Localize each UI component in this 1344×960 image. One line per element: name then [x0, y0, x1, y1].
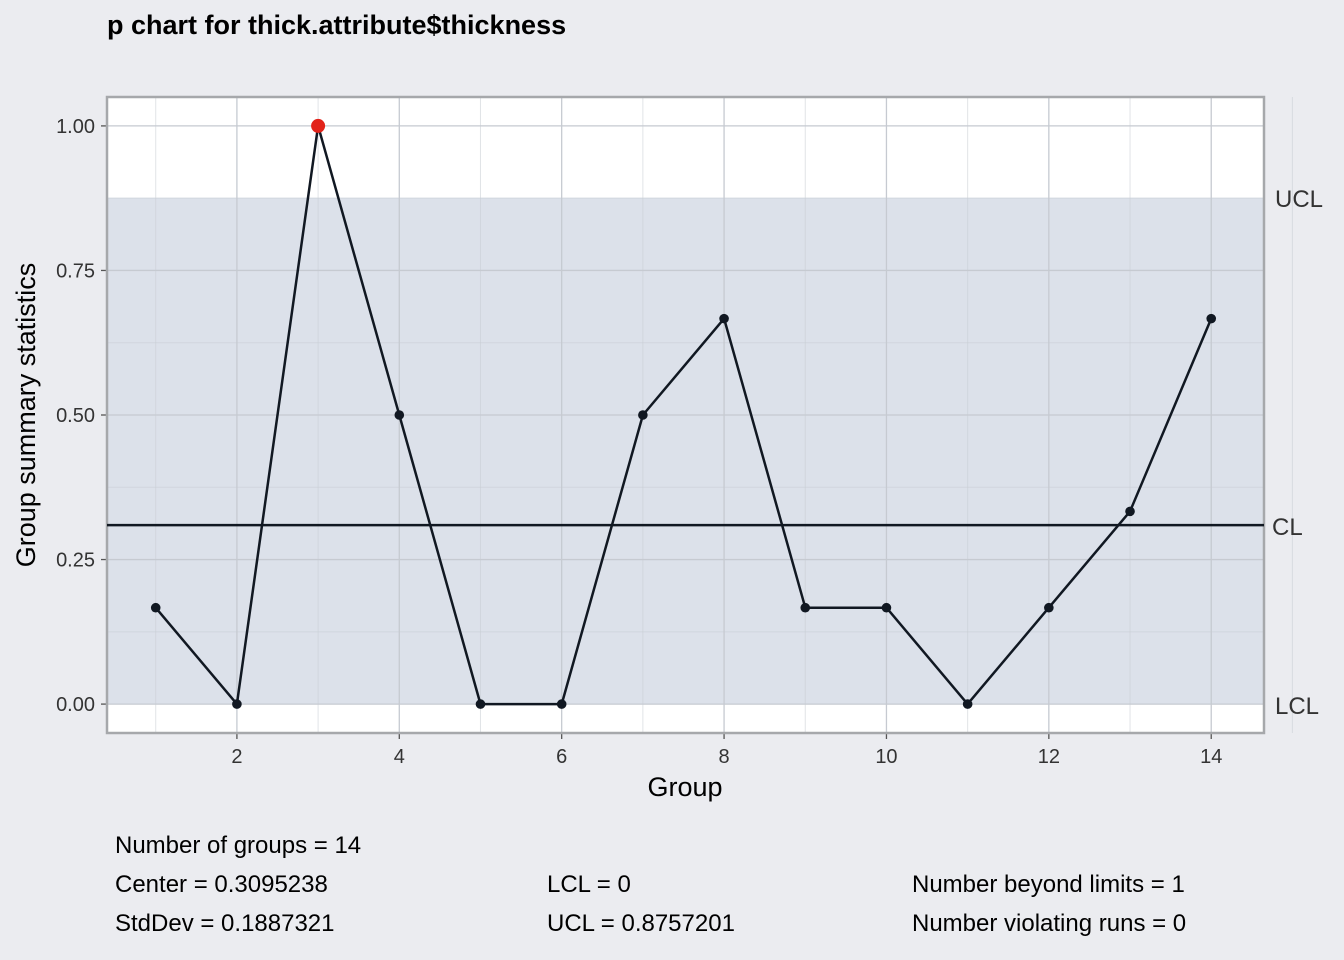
cl-label: CL: [1272, 514, 1303, 541]
data-point: [962, 699, 973, 709]
x-tick-label: 14: [1200, 746, 1222, 768]
x-tick-label: 12: [1038, 746, 1060, 768]
x-tick-label: 8: [719, 746, 730, 768]
data-point: [800, 602, 811, 613]
data-point: [150, 602, 161, 613]
series-line: [154, 124, 1213, 706]
data-point: [475, 699, 486, 709]
plot-border: [105, 95, 1266, 735]
y-tick-label: 0.75: [56, 260, 95, 282]
plot-area: 0.00 0.25 0.50 0.75 1.00 2 4 6 8 10 12 14: [56, 95, 1293, 768]
x-tick-label: 6: [556, 746, 567, 768]
data-point: [1125, 506, 1135, 517]
y-tick-label: 0.50: [56, 405, 95, 427]
data-point-out-of-control: [311, 118, 326, 133]
data-point: [719, 313, 729, 324]
x-tick-label: 2: [231, 746, 242, 768]
y-axis-title: Group summary statistics: [11, 263, 41, 568]
x-axis-title: Group: [647, 772, 722, 802]
data-point: [394, 410, 405, 420]
y-tick-label: 0.25: [56, 550, 95, 572]
chart-title: p chart for thick.attribute$thickness: [107, 10, 566, 40]
data-point: [881, 602, 892, 613]
data-point: [556, 699, 567, 709]
data-point: [1044, 602, 1054, 613]
data-point: [1206, 313, 1217, 324]
stat-beyond-limits: Number beyond limits = 1: [912, 871, 1185, 898]
data-point: [638, 410, 648, 420]
control-limits-band: [107, 197, 1264, 705]
lcl-label: LCL: [1275, 693, 1319, 720]
data-point: [232, 699, 242, 709]
y-tick-label: 1.00: [56, 116, 95, 138]
stat-center: Center = 0.3095238: [115, 871, 328, 898]
x-tick-label: 10: [875, 746, 897, 768]
stat-num-groups: Number of groups = 14: [115, 832, 362, 859]
stat-ucl: UCL = 0.8757201: [547, 910, 735, 937]
stat-violating-runs: Number violating runs = 0: [912, 910, 1187, 937]
stat-lcl: LCL = 0: [547, 871, 631, 898]
ucl-label: UCL: [1275, 186, 1323, 213]
stat-stddev: StdDev = 0.1887321: [115, 910, 335, 937]
x-tick-label: 4: [394, 746, 405, 768]
y-tick-label: 0.00: [56, 694, 95, 716]
